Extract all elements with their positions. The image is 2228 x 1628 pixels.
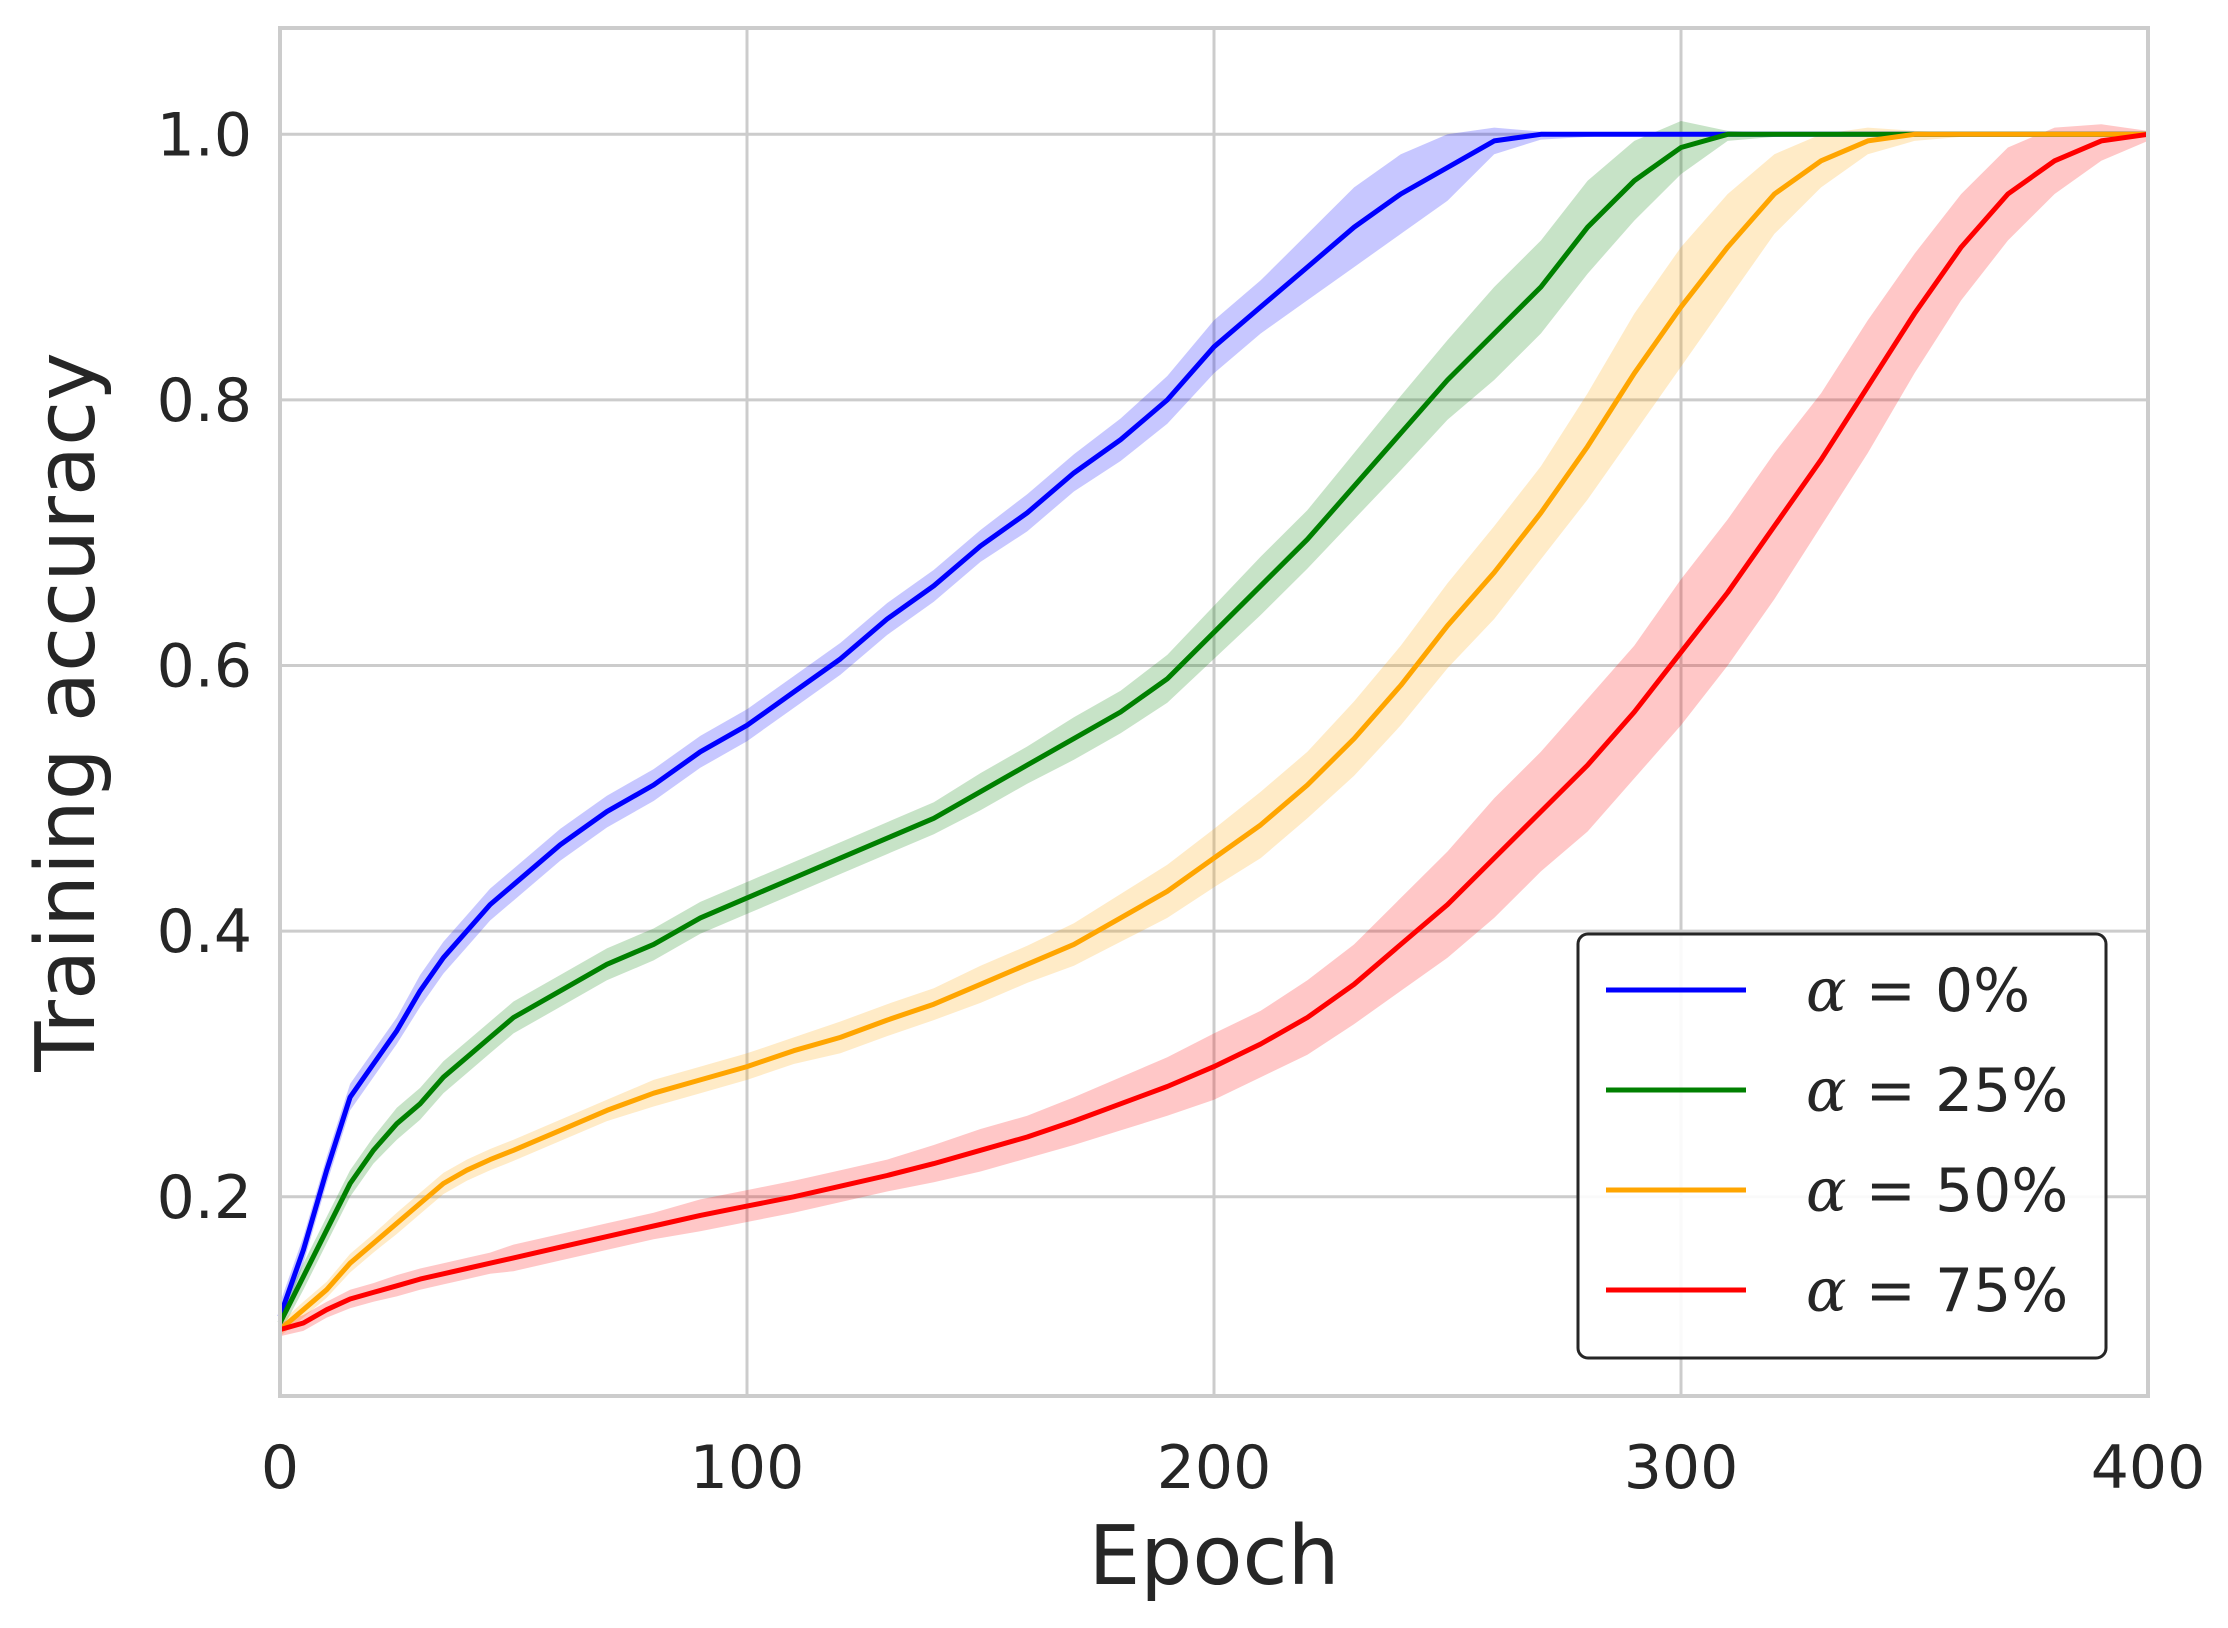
x-tick-label: 200 [1157, 1433, 1272, 1503]
y-tick-label: 0.2 [157, 1163, 252, 1233]
y-tick-labels: 0.2 0.4 0.6 0.8 1.0 [157, 100, 252, 1233]
x-tick-labels: 0 100 200 300 400 [261, 1433, 2205, 1503]
x-tick-label: 0 [261, 1433, 299, 1503]
x-tick-label: 100 [690, 1433, 805, 1503]
legend-text: = 25% [1847, 1056, 2069, 1126]
y-tick-label: 0.6 [157, 632, 252, 702]
legend-text: = 75% [1847, 1256, 2069, 1326]
y-tick-label: 1.0 [157, 100, 252, 170]
series-line-2 [278, 131, 2148, 1332]
legend-entry-3: α = 75% [1806, 1256, 2068, 1326]
series-band-0 [280, 127, 2148, 1330]
legend-text: = 0% [1847, 956, 2031, 1026]
x-tick-label: 400 [2091, 1433, 2206, 1503]
legend-greek: α [1806, 956, 1847, 1026]
legend-entry-0: α = 0% [1806, 956, 2030, 1026]
series-lines [277, 131, 2149, 1333]
series-line-1 [277, 131, 2148, 1325]
legend-text: = 50% [1847, 1156, 2069, 1226]
legend-greek: α [1806, 1256, 1847, 1326]
x-tick-label: 300 [1624, 1433, 1739, 1503]
plot-frame [278, 26, 2150, 1398]
legend-entry-2: α = 50% [1806, 1156, 2068, 1226]
legend: α = 0%α = 25%α = 50%α = 75% [1576, 932, 2108, 1360]
legend-greek: α [1806, 1056, 1847, 1126]
legend-entry-1: α = 25% [1806, 1056, 2068, 1126]
y-axis-label: Training accuracy [19, 352, 114, 1073]
series-line-3 [279, 131, 2149, 1333]
y-tick-label: 0.8 [157, 366, 252, 436]
legend-greek: α [1806, 1156, 1847, 1226]
x-axis-label: Epoch [1088, 1509, 1339, 1604]
legend-frame [1576, 932, 2108, 1360]
y-tick-label: 0.4 [157, 897, 252, 967]
